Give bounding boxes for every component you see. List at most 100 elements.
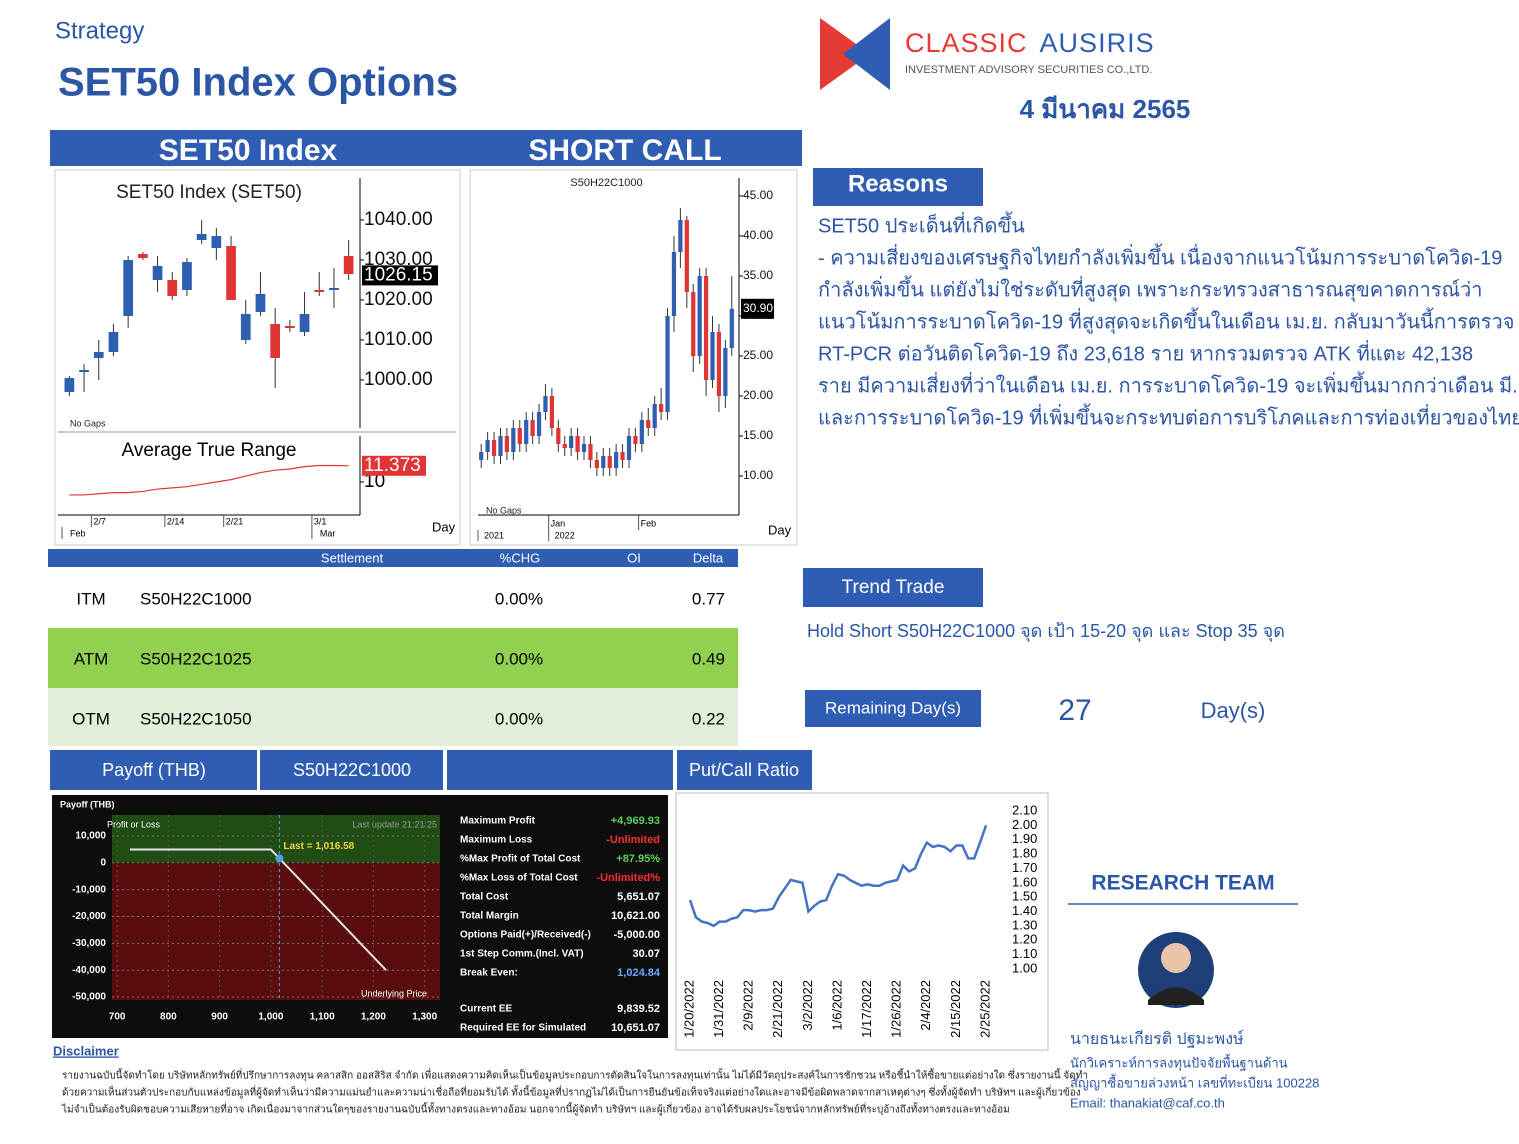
- set50-panel: [54, 169, 461, 546]
- y-tick-label: 1030.00: [364, 249, 433, 270]
- x-tick-label: 1,200: [361, 1012, 386, 1023]
- y-tick-label: 15.00: [743, 428, 773, 442]
- bar-label: S50H22C1000: [293, 760, 411, 780]
- y-tick-label: 1.20: [1012, 932, 1037, 947]
- candle-body: [543, 396, 548, 412]
- x-tick-label: 700: [109, 1012, 126, 1023]
- x-tick-label: 2/25/2022: [977, 980, 992, 1038]
- candle-body: [152, 266, 163, 280]
- x-tick-label: 2/21: [226, 516, 244, 526]
- candle-body: [123, 260, 134, 316]
- candle-body: [329, 288, 339, 290]
- candle-body: [517, 428, 522, 444]
- candle-body: [678, 220, 683, 252]
- research-line: สัญญาซื้อขายล่วงหน้า เลขที่ทะเบียน 10022…: [1070, 1073, 1319, 1090]
- x-tick-label: 2/7: [93, 516, 106, 526]
- stat-value: 10,651.07: [611, 1022, 660, 1034]
- chart-note: No Gaps: [486, 505, 522, 515]
- candle-body: [581, 444, 587, 452]
- cell: S50H22C1025: [140, 649, 252, 668]
- x-tick-label: 3/2/2022: [800, 980, 815, 1031]
- option-panel: [469, 169, 798, 546]
- disclaimer-line: ด้วยความเห็นส่วนตัวประกอบกับแหล่งข้อมูลท…: [62, 1085, 1081, 1099]
- section-title: SHORT CALL: [528, 134, 721, 167]
- category: Strategy: [55, 17, 144, 44]
- y-tick-label: 1.80: [1012, 846, 1037, 861]
- y-tick-label: 10.00: [743, 468, 773, 482]
- candle-body: [633, 436, 638, 444]
- reason-line: กำลังเพิ่มขึ้น แต่ยังไม่ใช่ระดับที่สูงสุ…: [818, 275, 1482, 302]
- remaining-unit: Day(s): [1201, 698, 1266, 723]
- stat-label: Total Margin: [460, 911, 519, 922]
- candle-body: [137, 254, 148, 258]
- bar-label: Payoff (THB): [102, 760, 206, 780]
- y-tick-label: 2.00: [1012, 817, 1037, 832]
- candle-body: [594, 460, 599, 468]
- x-tick-label: 2/9/2022: [741, 980, 756, 1031]
- y-tick-label: 1010.00: [364, 329, 433, 350]
- loss-zone: [112, 862, 440, 1000]
- research-line: Email: thanakiat@caf.co.th: [1070, 1095, 1225, 1110]
- candle-body: [658, 404, 664, 412]
- section-bar: [50, 130, 802, 166]
- cell: 0.22: [692, 709, 725, 728]
- column-header: Settlement: [321, 550, 384, 565]
- candle-body: [716, 332, 722, 396]
- candle-body: [601, 456, 606, 468]
- trend-text: Hold Short S50H22C1000 จุด เป้า 15-20 จุ…: [807, 621, 1285, 642]
- candle-body: [652, 404, 657, 428]
- x-tick-label: 1/20/2022: [681, 980, 696, 1038]
- x-tick-label: 900: [211, 1012, 228, 1023]
- y-tick-label: 1.30: [1012, 917, 1037, 932]
- x-axis-label: Day: [768, 522, 792, 537]
- company: AUSIRIS: [1040, 28, 1155, 58]
- stat-label: Current EE: [460, 1004, 513, 1015]
- bar-cell: [447, 750, 673, 790]
- candle-body: [562, 444, 567, 448]
- reasons-box: [813, 168, 983, 206]
- pcr-line: [688, 824, 988, 928]
- last-label: Last = 1,016.58: [283, 841, 354, 852]
- candle-body: [691, 292, 696, 356]
- candle-body: [284, 326, 295, 328]
- candle-body: [314, 290, 325, 292]
- x-tick-label: 2/14: [167, 516, 185, 526]
- remaining-box: [805, 690, 981, 727]
- candle-body: [255, 294, 266, 312]
- cell: 0.49: [692, 649, 725, 668]
- candle-body: [569, 436, 574, 448]
- candle-body: [196, 234, 207, 240]
- x-year-label: 2022: [555, 530, 575, 540]
- candle-body: [703, 276, 709, 380]
- cell: ITM: [76, 589, 105, 608]
- column-header: OI: [627, 550, 641, 565]
- y-tick-label: 1040.00: [364, 209, 433, 230]
- reason-line: ราย มีความเสี่ยงที่ว่าในเดือน เม.ย. การร…: [818, 371, 1519, 397]
- stat-value: +87.95%: [616, 853, 660, 865]
- pcr-panel: [675, 792, 1049, 1051]
- cell: 0.00%: [495, 589, 543, 608]
- reason-line: และการระบาดโควิด-19 ที่เพิ่มขึ้นจะกระทบต…: [818, 403, 1519, 429]
- row-otm: [48, 688, 738, 746]
- x-tick-label: 1,000: [258, 1012, 283, 1023]
- company: CLASSIC: [905, 28, 1028, 58]
- stat-value: 5,651.07: [617, 891, 660, 903]
- chart-note: No Gaps: [70, 418, 106, 428]
- candle-body: [671, 252, 677, 316]
- chart-title: SET50 Index (SET50): [116, 182, 302, 203]
- stat-value: +4,969.93: [611, 815, 660, 827]
- atr-line: [69, 464, 349, 496]
- reason-line: แนวโน้มการระบาดโควิด-19 ที่สูงสุดจะเกิดข…: [818, 307, 1514, 334]
- y-tick-label: 0: [100, 857, 106, 868]
- candle-body: [491, 440, 497, 456]
- disclaimer-heading: Disclaimer: [53, 1043, 119, 1058]
- stat-value: 1,024.84: [617, 967, 661, 979]
- bar-cell: [260, 750, 443, 790]
- cell: OTM: [72, 709, 110, 728]
- bar-label: Put/Call Ratio: [689, 760, 799, 780]
- company-sub: INVESTMENT ADVISORY SECURITIES CO.,LTD.: [905, 64, 1152, 76]
- last-value-box: [362, 455, 426, 476]
- candle-body: [498, 436, 503, 456]
- x-tick-label: 2/21/2022: [770, 980, 785, 1038]
- cell: 0.00%: [495, 709, 543, 728]
